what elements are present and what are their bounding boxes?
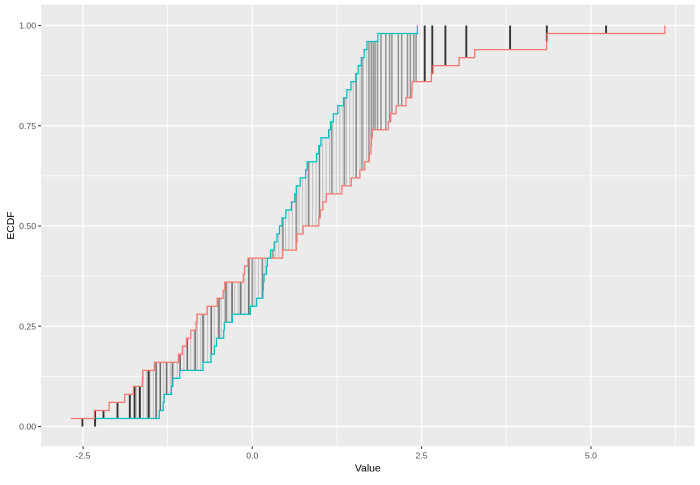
svg-text:1.00: 1.00 — [19, 21, 36, 31]
svg-text:0.25: 0.25 — [19, 321, 36, 331]
svg-text:0.50: 0.50 — [19, 221, 36, 231]
svg-text:2.5: 2.5 — [416, 450, 428, 460]
svg-text:ECDF: ECDF — [6, 211, 17, 239]
svg-text:5.0: 5.0 — [585, 450, 597, 460]
svg-text:0.0: 0.0 — [246, 450, 258, 460]
svg-text:0.00: 0.00 — [19, 422, 36, 432]
svg-text:Value: Value — [355, 464, 381, 475]
svg-text:0.75: 0.75 — [19, 121, 36, 131]
svg-text:-2.5: -2.5 — [76, 450, 91, 460]
